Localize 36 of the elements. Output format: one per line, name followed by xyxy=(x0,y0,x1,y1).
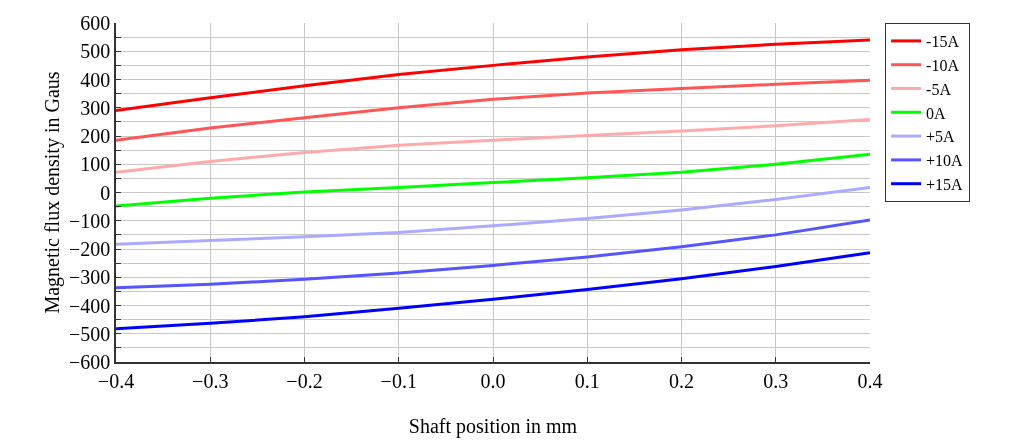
legend-label: +10A xyxy=(926,152,964,170)
y-tick-label: −400 xyxy=(68,294,111,317)
legend-label: -10A xyxy=(926,56,960,74)
line-series xyxy=(116,251,870,331)
legend-label: 0A xyxy=(926,104,947,122)
x-tick-label: −0.2 xyxy=(286,369,323,392)
line-series xyxy=(116,185,870,246)
legend-label: +5A xyxy=(926,128,956,146)
y-tick-label: 200 xyxy=(80,125,111,147)
line-series xyxy=(116,152,870,208)
y-tick-label: 0 xyxy=(100,181,111,204)
line-series xyxy=(116,38,870,113)
x-tick-label: 0.4 xyxy=(857,369,883,392)
y-tick-label: −500 xyxy=(68,322,111,345)
x-axis-title: Shaft position in mm xyxy=(408,414,578,438)
x-tick-label: 0.0 xyxy=(480,369,506,392)
x-tick-label: 0.3 xyxy=(763,369,789,392)
legend-label: -15A xyxy=(926,33,960,51)
x-tick-label: 0.1 xyxy=(574,369,600,392)
line-series xyxy=(116,118,870,174)
legend-label: +15A xyxy=(926,175,964,193)
y-tick-label: 100 xyxy=(80,153,111,176)
x-tick-label: −0.3 xyxy=(192,369,229,392)
y-tick-label: 500 xyxy=(80,40,111,63)
y-tick-label: 400 xyxy=(80,68,111,91)
y-tick-label: −200 xyxy=(68,238,111,260)
line-series xyxy=(116,78,870,142)
line-series xyxy=(116,218,870,290)
x-tick-label: −0.1 xyxy=(380,369,417,392)
y-tick-label: −300 xyxy=(68,266,111,289)
y-axis-title: Magnetic flux density in Gaus xyxy=(40,71,64,314)
x-tick-label: 0.2 xyxy=(669,369,694,392)
y-tick-label: 600 xyxy=(80,12,111,34)
y-tick-label: −100 xyxy=(68,209,111,232)
legend-label: -5A xyxy=(926,80,952,98)
y-tick-label: 300 xyxy=(80,96,111,119)
